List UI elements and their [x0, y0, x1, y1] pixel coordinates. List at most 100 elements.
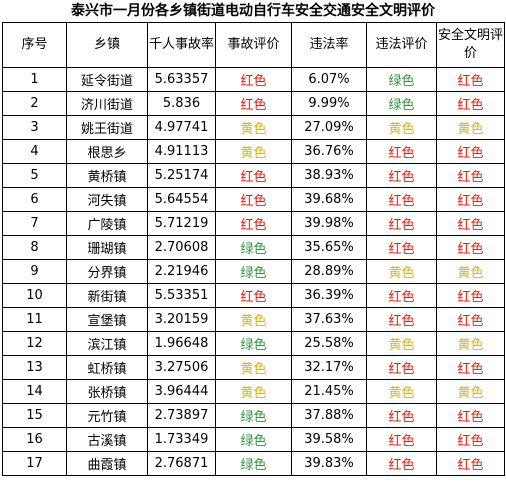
header-accident-rate: 千人事故率: [147, 22, 216, 68]
table-row: 10 新街镇 5.53351 红色 36.39% 红色 红色: [2, 283, 505, 308]
cell-town: 分界镇: [66, 259, 148, 284]
table-row: 11 宣堡镇 3.20159 黄色 37.63% 红色 红色: [2, 307, 505, 332]
cell-town: 曲霞镇: [66, 451, 148, 476]
cell-violation-rate: 39.58%: [291, 427, 367, 452]
cell-violation-rate: 37.88%: [291, 403, 367, 428]
table-title: 泰兴市一月份各乡镇街道电动自行车安全交通安全文明评价: [71, 3, 435, 19]
cell-index: 11: [2, 307, 67, 332]
cell-violation-rate: 36.39%: [291, 283, 367, 308]
cell-accident-eval: 绿色: [215, 403, 292, 428]
cell-violation-rate: 39.98%: [291, 211, 367, 236]
table-row: 14 张桥镇 3.96444 黄色 21.45% 黄色 黄色: [2, 379, 505, 404]
cell-index: 17: [2, 451, 67, 476]
cell-safety-eval: 黄色: [436, 331, 505, 356]
cell-accident-eval: 黄色: [215, 115, 292, 140]
cell-accident-rate: 5.53351: [147, 283, 216, 308]
cell-town: 珊瑚镇: [66, 235, 148, 260]
cell-violation-eval: 红色: [366, 403, 437, 428]
cell-index: 16: [2, 427, 67, 452]
cell-safety-eval: 黄色: [436, 379, 505, 404]
cell-accident-rate: 3.96444: [147, 379, 216, 404]
cell-violation-eval: 绿色: [366, 67, 437, 92]
cell-safety-eval: 红色: [436, 187, 505, 212]
cell-accident-eval: 红色: [215, 67, 292, 92]
cell-violation-rate: 21.45%: [291, 379, 367, 404]
cell-town: 济川街道: [66, 91, 148, 116]
cell-town: 姚王街道: [66, 115, 148, 140]
cell-violation-eval: 绿色: [366, 91, 437, 116]
header-violation-eval: 违法评价: [366, 22, 437, 68]
cell-town: 古溪镇: [66, 427, 148, 452]
cell-accident-rate: 3.20159: [147, 307, 216, 332]
cell-violation-eval: 红色: [366, 187, 437, 212]
cell-violation-eval: 红色: [366, 427, 437, 452]
cell-safety-eval: 红色: [436, 427, 505, 452]
cell-index: 12: [2, 331, 67, 356]
cell-violation-rate: 9.99%: [291, 91, 367, 116]
cell-index: 14: [2, 379, 67, 404]
cell-town: 广陵镇: [66, 211, 148, 236]
cell-accident-eval: 黄色: [215, 379, 292, 404]
cell-safety-eval: 红色: [436, 283, 505, 308]
cell-index: 8: [2, 235, 67, 260]
cell-accident-rate: 4.97741: [147, 115, 216, 140]
header-row: 序号 乡镇 千人事故率 事故评价 违法率 违法评价 安全文明评价: [2, 22, 505, 68]
cell-violation-rate: 6.07%: [291, 67, 367, 92]
cell-violation-eval: 黄色: [366, 331, 437, 356]
table-row: 1 延令街道 5.63357 红色 6.07% 绿色 红色: [2, 67, 505, 92]
cell-index: 4: [2, 139, 67, 164]
cell-accident-rate: 2.76871: [147, 451, 216, 476]
cell-index: 5: [2, 163, 67, 188]
cell-safety-eval: 红色: [436, 163, 505, 188]
cell-accident-rate: 3.27506: [147, 355, 216, 380]
cell-accident-eval: 绿色: [215, 427, 292, 452]
table-row: 5 黄桥镇 5.25174 红色 38.93% 红色 红色: [2, 163, 505, 188]
cell-accident-rate: 1.96648: [147, 331, 216, 356]
table-row: 4 根思乡 4.91113 黄色 36.76% 红色 红色: [2, 139, 505, 164]
cell-safety-eval: 黄色: [436, 259, 505, 284]
cell-index: 7: [2, 211, 67, 236]
table-body: 1 延令街道 5.63357 红色 6.07% 绿色 红色 2 济川街道 5.836 红色 9.99%…: [2, 67, 505, 476]
table-row: 9 分界镇 2.21946 绿色 28.89% 黄色 黄色: [2, 259, 505, 284]
cell-safety-eval: 红色: [436, 403, 505, 428]
cell-violation-eval: 黄色: [366, 115, 437, 140]
cell-safety-eval: 红色: [436, 139, 505, 164]
cell-safety-eval: 红色: [436, 307, 505, 332]
evaluation-table: 序号 乡镇 千人事故率 事故评价 违法率 违法评价 安全文明评价 1 延令街道 5.…: [2, 22, 505, 476]
table-row: 16 古溪镇 1.73349 绿色 39.58% 红色 红色: [2, 427, 505, 452]
cell-accident-eval: 黄色: [215, 307, 292, 332]
cell-safety-eval: 红色: [436, 67, 505, 92]
cell-safety-eval: 红色: [436, 235, 505, 260]
cell-accident-rate: 5.25174: [147, 163, 216, 188]
table-row: 2 济川街道 5.836 红色 9.99% 绿色 红色: [2, 91, 505, 116]
cell-violation-rate: 27.09%: [291, 115, 367, 140]
cell-accident-eval: 红色: [215, 163, 292, 188]
table-row: 6 河失镇 5.64554 红色 39.68% 红色 红色: [2, 187, 505, 212]
cell-violation-eval: 红色: [366, 235, 437, 260]
cell-violation-rate: 25.58%: [291, 331, 367, 356]
table-row: 15 元竹镇 2.73897 绿色 37.88% 红色 红色: [2, 403, 505, 428]
cell-index: 9: [2, 259, 67, 284]
cell-accident-eval: 绿色: [215, 331, 292, 356]
cell-violation-rate: 32.17%: [291, 355, 367, 380]
cell-violation-eval: 红色: [366, 283, 437, 308]
cell-accident-rate: 2.21946: [147, 259, 216, 284]
table-row: 13 虹桥镇 3.27506 黄色 32.17% 红色 红色: [2, 355, 505, 380]
header-index: 序号: [2, 22, 67, 68]
cell-accident-eval: 绿色: [215, 235, 292, 260]
cell-violation-rate: 38.93%: [291, 163, 367, 188]
cell-violation-eval: 红色: [366, 355, 437, 380]
header-violation-rate: 违法率: [291, 22, 367, 68]
cell-accident-eval: 黄色: [215, 355, 292, 380]
header-town: 乡镇: [66, 22, 148, 68]
cell-violation-rate: 39.68%: [291, 187, 367, 212]
cell-accident-eval: 红色: [215, 211, 292, 236]
cell-accident-eval: 红色: [215, 283, 292, 308]
cell-index: 1: [2, 67, 67, 92]
cell-safety-eval: 红色: [436, 211, 505, 236]
cell-accident-rate: 5.836: [147, 91, 216, 116]
cell-violation-eval: 红色: [366, 211, 437, 236]
cell-safety-eval: 红色: [436, 451, 505, 476]
cell-accident-eval: 绿色: [215, 451, 292, 476]
